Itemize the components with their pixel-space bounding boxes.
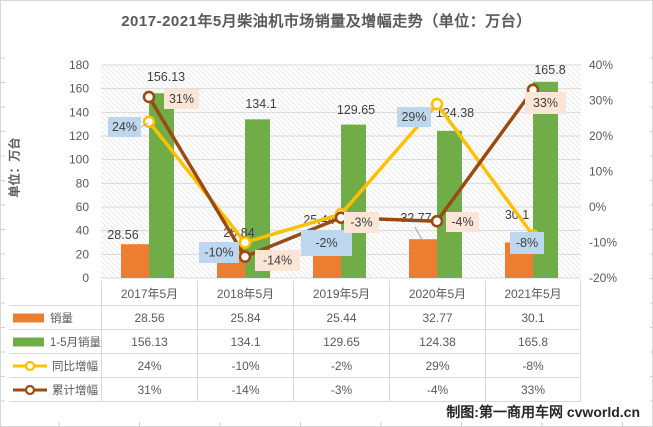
- yoy-growth-label-box: [510, 232, 544, 254]
- table-value-cell: 31%: [101, 377, 197, 401]
- table-value-cell: 32.77: [389, 305, 485, 329]
- cumulative-growth-label-text: 31%: [169, 92, 194, 106]
- right-axis-tick: 0%: [589, 200, 607, 214]
- line-legend-swatch: [13, 360, 47, 371]
- cumulative-growth-label-text: -3%: [350, 216, 372, 230]
- yoy-growth-label-text: 29%: [401, 110, 426, 124]
- yoy-growth-label-box: [199, 242, 239, 263]
- legend-label: 同比增幅: [52, 360, 98, 373]
- cumulative-bar-label: 134.1: [245, 97, 276, 111]
- table-value-cell: 165.8: [485, 329, 581, 353]
- legend-label: 累计增幅: [52, 384, 98, 397]
- table-value-cell: -4%: [389, 377, 485, 401]
- cumulative-growth-label-text: 33%: [533, 96, 558, 110]
- left-axis-tick: 180: [69, 58, 89, 72]
- cumulative-growth-marker: [430, 214, 444, 228]
- left-axis-tick: 100: [69, 153, 89, 167]
- left-axis-tick: 80: [76, 176, 90, 190]
- left-axis-tick: 20: [76, 247, 90, 261]
- table-value-cell: 156.13: [101, 329, 197, 353]
- category-label: 2018年5月: [197, 281, 293, 305]
- table-value-cell: 134.1: [197, 329, 293, 353]
- category-label: 2019年5月: [293, 281, 389, 305]
- legend-label: 销量: [50, 312, 73, 325]
- legend-item: 1-5月销量: [9, 329, 101, 353]
- yoy-growth-label-text: 24%: [112, 120, 137, 134]
- table-value-cell: 29%: [389, 353, 485, 377]
- cumulative-growth-label-box: [255, 250, 300, 271]
- legend-label: 1-5月销量: [49, 336, 101, 349]
- cumulative-growth-label-box: [525, 92, 566, 114]
- line-legend-swatch: [13, 384, 47, 395]
- cumulative-growth-label-box: [446, 212, 479, 232]
- cumulative-growth-marker: [142, 90, 156, 104]
- monthly-sales-bar: [409, 239, 437, 278]
- bar-legend-swatch: [13, 313, 44, 322]
- left-axis-tick: 40: [76, 224, 90, 238]
- credit-text: 制图:第一商用车网 cvworld.cn: [446, 404, 640, 420]
- table-value-cell: -3%: [293, 377, 389, 401]
- label-leader-line: [414, 226, 423, 241]
- table-value-cell: 33%: [485, 377, 581, 401]
- yoy-growth-label-text: -2%: [315, 236, 337, 250]
- cumulative-growth-label-box: [344, 212, 379, 233]
- yoy-growth-label-box: [397, 107, 431, 127]
- category-label: 2020年5月: [389, 281, 485, 305]
- table-value-cell: 30.1: [485, 305, 581, 329]
- yoy-marker: [142, 115, 156, 129]
- monthly-bar-label: 28.56: [107, 228, 138, 242]
- monthly-sales-bar: [121, 244, 149, 278]
- table-value-cell: 25.44: [293, 305, 389, 329]
- left-axis-tick: 140: [69, 105, 89, 119]
- legend-item: 销量: [9, 305, 101, 329]
- legend-item: 累计增幅: [9, 377, 101, 401]
- data-table: 2017年5月 2018年5月 2019年5月 2020年5月 2021年5月销量 28.…: [9, 281, 581, 402]
- left-axis-tick: 60: [76, 200, 90, 214]
- table-value-cell: 24%: [101, 353, 197, 377]
- left-axis-tick: 160: [69, 82, 89, 96]
- cumulative-bar-label: 165.8: [534, 63, 565, 77]
- bar-legend-swatch: [13, 337, 44, 346]
- cumulative-growth-label-text: -14%: [263, 254, 292, 268]
- table-corner-cell: [9, 281, 101, 305]
- table-value-cell: 25.84: [197, 305, 293, 329]
- table-value-cell: -8%: [485, 353, 581, 377]
- cumulative-growth-label-text: -4%: [451, 215, 473, 229]
- right-axis-tick: 30%: [589, 94, 613, 108]
- label-leader-line: [140, 122, 149, 128]
- cumulative-growth-label-box: [164, 89, 199, 109]
- right-axis-tick: 40%: [589, 58, 613, 72]
- right-axis-tick: -20%: [589, 271, 617, 285]
- right-axis-tick: -10%: [589, 236, 617, 250]
- table-value-cell: -10%: [197, 353, 293, 377]
- legend-item: 同比增幅: [9, 353, 101, 377]
- table-value-cell: 129.65: [293, 329, 389, 353]
- category-label: 2021年5月: [485, 281, 581, 305]
- cumulative-bar-label: 156.13: [147, 70, 185, 84]
- category-label: 2017年5月: [101, 281, 197, 305]
- yoy-marker: [430, 97, 444, 111]
- left-axis-tick: 0: [82, 271, 89, 285]
- monthly-bar-label: 32.77: [400, 211, 431, 225]
- yoy-growth-label-text: -8%: [516, 236, 538, 250]
- yoy-growth-label-box: [301, 230, 352, 256]
- left-axis-tick: 120: [69, 129, 89, 143]
- table-value-cell: -14%: [197, 377, 293, 401]
- right-axis-tick: 20%: [589, 129, 613, 143]
- yoy-growth-label-text: -10%: [204, 246, 233, 260]
- chart-title: 2017-2021年5月柴油机市场销量及增幅走势（单位：万台）: [121, 13, 532, 30]
- table-value-cell: -2%: [293, 353, 389, 377]
- yoy-growth-label-box: [108, 117, 141, 137]
- table-value-cell: 28.56: [101, 305, 197, 329]
- table-value-cell: 124.38: [389, 329, 485, 353]
- right-axis-tick: 10%: [589, 165, 613, 179]
- cumulative-bar-label: 129.65: [337, 103, 375, 117]
- cumulative-growth-marker: [238, 250, 252, 263]
- yoy-marker: [238, 236, 252, 249]
